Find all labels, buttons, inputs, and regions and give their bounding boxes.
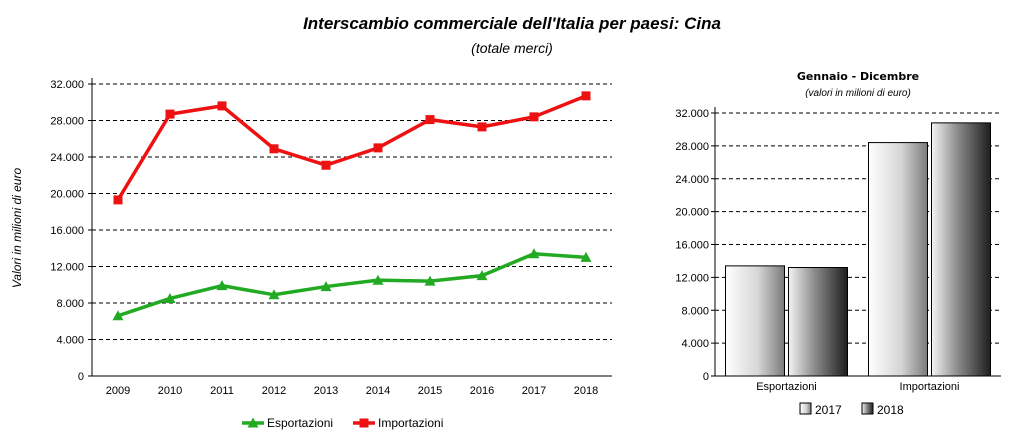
right-y-tick-label: 4.000 <box>681 338 709 350</box>
chart-subtitle: (totale merci) <box>471 40 553 56</box>
legend-label-importazioni: Importazioni <box>378 416 443 430</box>
left-y-axis-label: Valori in milioni di euro <box>10 168 24 289</box>
point-esportazioni <box>164 292 176 303</box>
left-x-tick-label: 2015 <box>418 385 442 397</box>
right-y-tick-label: 20.000 <box>675 207 709 219</box>
series-line-importazioni <box>116 94 587 201</box>
left-y-tick-label: 4.000 <box>56 335 84 347</box>
point-esportazioni <box>476 270 488 281</box>
point-importazioni <box>425 115 435 125</box>
point-importazioni <box>165 109 175 119</box>
left-x-tick-label: 2014 <box>366 385 390 397</box>
right-y-tick-label: 32.000 <box>675 108 709 120</box>
point-esportazioni <box>320 281 332 292</box>
right-chart-subtitle: (valori in milioni di euro) <box>805 88 911 99</box>
point-importazioni <box>321 160 331 170</box>
point-importazioni <box>113 195 123 205</box>
point-esportazioni <box>424 275 436 286</box>
left-y-tick-label: 32.000 <box>50 79 84 91</box>
point-importazioni <box>269 144 279 154</box>
left-x-tick-label: 2013 <box>314 385 338 397</box>
legend-marker-square <box>359 418 369 428</box>
point-esportazioni <box>528 248 540 259</box>
chart-title: Interscambio commerciale dell'Italia per… <box>303 14 721 33</box>
right-x-tick-label: Importazioni <box>900 381 960 393</box>
point-importazioni <box>477 122 487 132</box>
right-y-tick-label: 12.000 <box>675 272 709 284</box>
point-importazioni <box>217 101 227 111</box>
left-y-tick-label: 16.000 <box>50 225 84 237</box>
legend-label-2017: 2017 <box>815 403 842 417</box>
right-y-tick-label: 8.000 <box>681 305 709 317</box>
right-y-tick-label: 16.000 <box>675 240 709 252</box>
left-x-tick-label: 2016 <box>470 385 494 397</box>
legend-swatch-2017 <box>799 402 812 415</box>
left-x-tick-label: 2018 <box>574 385 598 397</box>
point-esportazioni <box>580 251 592 262</box>
legend-swatch-2018 <box>861 402 874 415</box>
left-y-tick-label: 24.000 <box>50 152 84 164</box>
right-y-tick-label: 0 <box>703 371 709 383</box>
bar-importazioni-2017 <box>868 142 928 377</box>
left-y-tick-label: 28.000 <box>50 116 84 128</box>
point-esportazioni <box>112 310 124 321</box>
legend-marker-triangle <box>247 417 259 428</box>
left-x-tick-label: 2010 <box>158 385 182 397</box>
right-chart-title: Gennaio - Dicembre <box>797 70 919 83</box>
left-y-tick-label: 12.000 <box>50 262 84 274</box>
bar-esportazioni-2018 <box>788 267 848 377</box>
legend-label-2018: 2018 <box>877 403 904 417</box>
point-esportazioni <box>216 280 228 291</box>
left-x-tick-label: 2011 <box>210 385 234 397</box>
left-y-tick-label: 20.000 <box>50 189 84 201</box>
point-esportazioni <box>372 274 384 285</box>
legend-label-esportazioni: Esportazioni <box>267 416 333 430</box>
left-x-tick-label: 2017 <box>522 385 546 397</box>
left-y-tick-label: 8.000 <box>56 298 84 310</box>
series-line-esportazioni <box>117 251 587 318</box>
right-x-tick-label: Esportazioni <box>756 381 817 393</box>
right-y-tick-label: 24.000 <box>675 174 709 186</box>
left-y-tick-label: 0 <box>78 371 84 383</box>
point-importazioni <box>529 112 539 122</box>
point-importazioni <box>581 91 591 101</box>
left-x-tick-label: 2012 <box>262 385 286 397</box>
bar-importazioni-2018 <box>931 122 991 377</box>
left-x-tick-label: 2009 <box>106 385 130 397</box>
bar-esportazioni-2017 <box>725 265 785 377</box>
point-importazioni <box>373 143 383 153</box>
right-y-tick-label: 28.000 <box>675 141 709 153</box>
point-esportazioni <box>268 289 280 300</box>
